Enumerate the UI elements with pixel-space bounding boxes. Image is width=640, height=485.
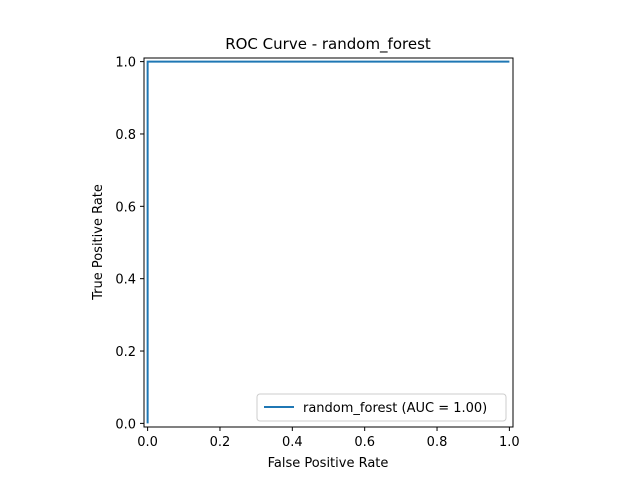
y-tick-label: 0.4 xyxy=(115,273,136,288)
x-tick-label: 1.0 xyxy=(499,435,520,450)
series-layer xyxy=(146,60,510,424)
y-axis-ticks: 0.0 0.2 0.4 0.6 0.8 1.0 xyxy=(115,56,144,432)
series-line-random-forest xyxy=(146,60,510,424)
y-tick-label: 0.8 xyxy=(115,128,136,143)
plot-frame xyxy=(143,57,514,428)
legend-box xyxy=(256,393,507,422)
y-tick-label: 1.0 xyxy=(115,56,136,71)
chart-title: ROC Curve - random_forest xyxy=(225,35,431,54)
y-axis-label: True Positive Rate xyxy=(91,184,106,301)
x-tick-label: 0.4 xyxy=(282,435,303,450)
legend: random_forest (AUC = 1.00) xyxy=(256,393,507,422)
y-tick-label: 0.6 xyxy=(115,200,136,215)
x-axis-label: False Positive Rate xyxy=(268,456,389,471)
y-tick-label: 0.2 xyxy=(115,345,136,360)
x-tick-label: 0.2 xyxy=(210,435,231,450)
x-axis-ticks: 0.0 0.2 0.4 0.6 0.8 1.0 xyxy=(137,427,520,450)
x-tick-label: 0.6 xyxy=(354,435,375,450)
x-tick-label: 0.8 xyxy=(427,435,448,450)
legend-label-random-forest: random_forest (AUC = 1.00) xyxy=(303,401,487,416)
y-tick-label: 0.0 xyxy=(115,417,136,432)
x-tick-label: 0.0 xyxy=(137,435,158,450)
